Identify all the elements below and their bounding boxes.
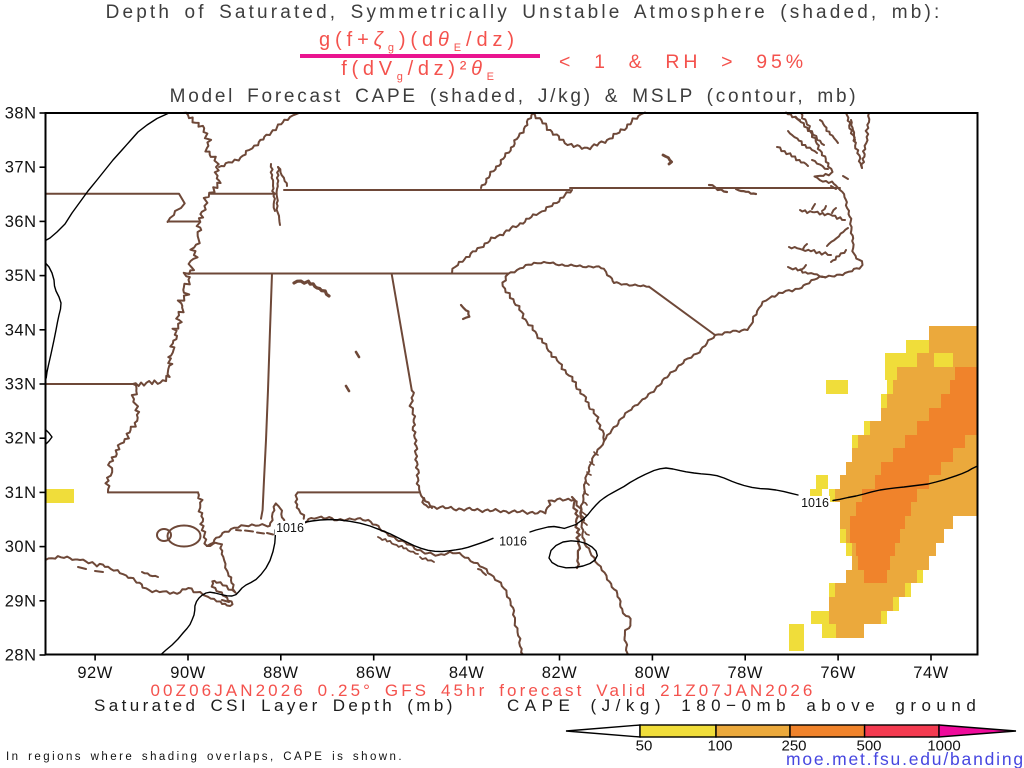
svg-text:92W: 92W <box>77 664 112 682</box>
svg-text:34N: 34N <box>5 321 37 339</box>
svg-text:84W: 84W <box>449 664 484 682</box>
svg-text:1016: 1016 <box>499 535 527 549</box>
svg-text:29N: 29N <box>5 592 37 610</box>
svg-text:250: 250 <box>781 738 806 755</box>
svg-text:31N: 31N <box>5 484 37 502</box>
svg-text:38N: 38N <box>5 105 37 123</box>
svg-text:90W: 90W <box>170 664 205 682</box>
svg-text:76W: 76W <box>820 664 855 682</box>
svg-text:80W: 80W <box>635 664 670 682</box>
svg-text:86W: 86W <box>356 664 391 682</box>
svg-text:35N: 35N <box>5 267 37 285</box>
svg-text:33N: 33N <box>5 376 37 394</box>
svg-text:74W: 74W <box>913 664 948 682</box>
svg-text:500: 500 <box>856 738 881 755</box>
svg-text:1016: 1016 <box>801 496 829 510</box>
svg-text:1000: 1000 <box>927 738 960 755</box>
svg-text:78W: 78W <box>727 664 762 682</box>
svg-text:36N: 36N <box>5 213 37 231</box>
svg-text:100: 100 <box>707 738 732 755</box>
svg-text:28N: 28N <box>5 647 37 665</box>
svg-text:82W: 82W <box>542 664 577 682</box>
svg-text:88W: 88W <box>263 664 298 682</box>
svg-text:32N: 32N <box>5 430 37 448</box>
svg-text:1016: 1016 <box>276 521 304 535</box>
svg-text:50: 50 <box>636 738 653 755</box>
svg-text:37N: 37N <box>5 159 37 177</box>
svg-text:30N: 30N <box>5 538 37 556</box>
